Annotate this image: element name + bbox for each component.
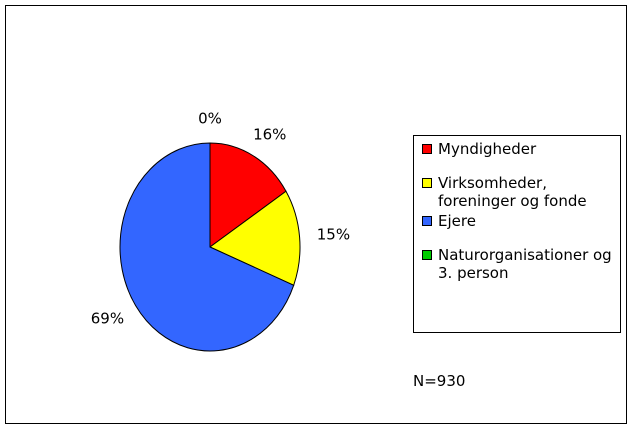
legend: Myndigheder Virksomheder, foreninger og f… <box>413 135 621 333</box>
legend-swatch <box>422 250 432 260</box>
legend-item: Myndigheder <box>422 140 620 158</box>
legend-label: Myndigheder <box>438 140 537 158</box>
legend-swatch <box>422 178 432 188</box>
data-label: 0% <box>198 110 222 128</box>
legend-label: Ejere <box>438 212 476 230</box>
legend-label: Naturorganisationer og 3. person <box>438 246 612 282</box>
data-label: 69% <box>91 309 124 327</box>
legend-item: Naturorganisationer og 3. person <box>422 246 620 282</box>
pie-slice <box>209 190 301 286</box>
pie-slice <box>119 142 295 352</box>
legend-label: Virksomheder, foreninger og fonde <box>438 174 587 210</box>
data-label: 16% <box>253 125 286 143</box>
annotation: N=930 <box>413 372 466 390</box>
legend-item: Virksomheder, foreninger og fonde <box>422 174 620 210</box>
pie-slice <box>209 142 287 248</box>
legend-swatch <box>422 216 432 226</box>
data-label: 15% <box>317 225 350 243</box>
legend-item: Ejere <box>422 212 620 230</box>
legend-swatch <box>422 144 432 154</box>
